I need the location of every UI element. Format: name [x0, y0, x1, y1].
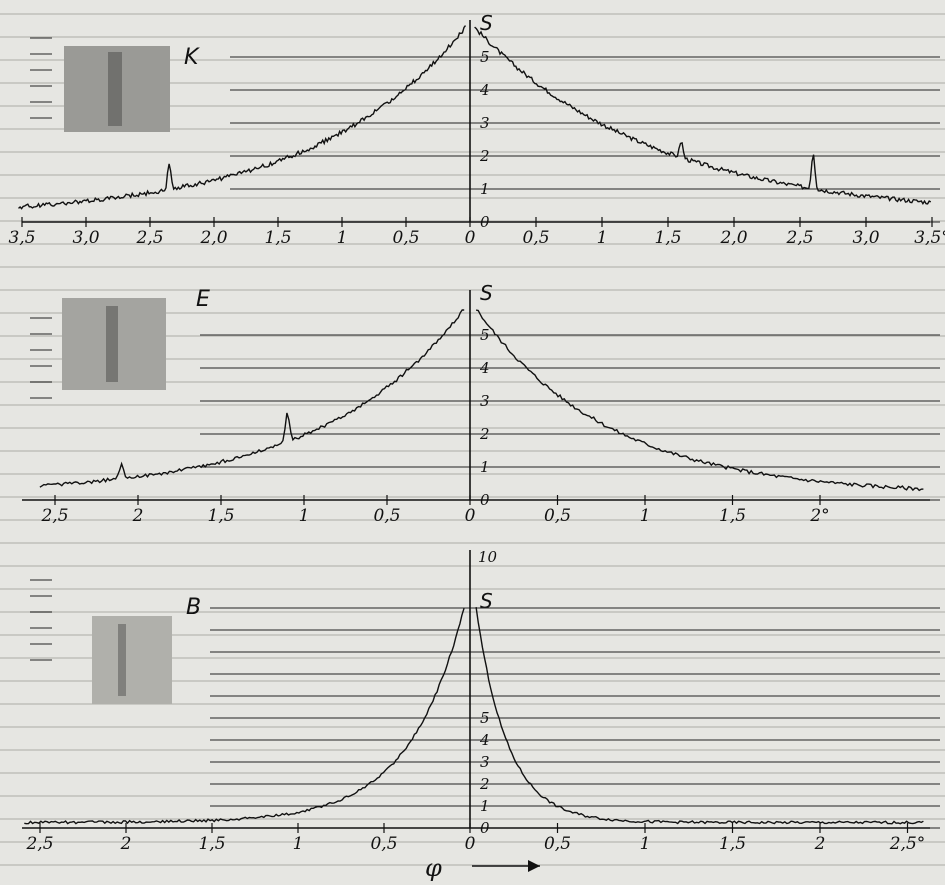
x-tick-label: 3,0	[852, 228, 879, 248]
x-tick-label: 2,0	[199, 228, 227, 248]
x-tick-label: 3,5	[8, 228, 35, 248]
y-tick-label: 1	[480, 180, 490, 198]
x-tick-label: 0,5	[392, 228, 419, 248]
y-tick-label: 5	[480, 326, 490, 344]
x-tick-label: 1,5	[198, 834, 225, 854]
panel-label-k: K	[184, 45, 200, 70]
x-tick-label: 3,5°	[914, 228, 945, 248]
x-tick-label: 1	[640, 506, 651, 526]
x-tick-label: 0,5	[544, 506, 571, 526]
diffraction-photo-b	[92, 616, 172, 704]
phi-arrow-head	[528, 860, 540, 872]
diffraction-streak-k	[108, 52, 122, 126]
x-tick-label: 2	[120, 834, 132, 854]
x-tick-label: 0	[465, 506, 476, 526]
x-tick-label: 2°	[809, 506, 829, 526]
x-ticks-k: 3,5 3,0 2,5 2,0 1,5 1 0,5 0 0,5 1 1,5 2,0 2,5 3,0 3,5°	[8, 217, 945, 248]
x-tick-label: 1	[597, 228, 608, 248]
y-tick-label: 2	[479, 147, 490, 165]
x-tick-label: 0,5	[522, 228, 549, 248]
y-top-label-b: 10	[478, 548, 498, 566]
curves-e	[39, 309, 924, 492]
x-ticks-e: 2,5 2 1,5 1 0,5 0 0,5 1 1,5 2°	[40, 495, 830, 526]
x-tick-label: 2	[814, 834, 826, 854]
intensity-curve-right	[475, 607, 924, 825]
x-tick-label: 1	[640, 834, 651, 854]
y-tick-label: 5	[480, 48, 490, 66]
y-tick-label: 2	[479, 775, 490, 793]
x-ticks-b: 2,5 2 1,5 1 0,5 0 0,5 1 1,5 2 2,5°	[25, 823, 925, 854]
intensity-curve-left	[24, 608, 465, 825]
x-tick-label: 1,5	[207, 506, 234, 526]
curves-b	[24, 607, 924, 825]
x-tick-label: 2,0	[719, 228, 747, 248]
panel-e: E S 0 1 2 3 4 5 2,5 2 1,5 1 0,5 0 0,5 1 1,5 2°	[22, 281, 940, 526]
x-tick-label: 1,5	[264, 228, 291, 248]
x-tick-label: 2,5	[135, 228, 163, 248]
diffraction-streak-e	[106, 306, 118, 382]
y-title-b: S	[480, 589, 493, 613]
x-tick-label: 1,5	[719, 834, 746, 854]
x-tick-label: 0,5	[373, 506, 400, 526]
diffraction-streak-b	[118, 624, 126, 696]
panel-label-b: B	[186, 595, 201, 620]
x-tick-label: 0,5	[370, 834, 397, 854]
panel-label-e: E	[196, 287, 210, 312]
x-tick-label: 2,5°	[889, 834, 926, 854]
y-tick-label: 5	[480, 709, 490, 727]
panel-k: K S 0 1 2 3 4 5 3,5 3,0 2,5 2,0 1,5 1 0,5 0 0,5 1 1,5 2,…	[8, 11, 945, 248]
x-tick-label: 0	[465, 834, 476, 854]
panel-b: B 10 S 0 1 2 3 4 5 2,5 2 1,5 1 0,5 0 0,5 1 1,5 2 2,5°	[22, 548, 940, 854]
x-tick-label: 0	[465, 228, 476, 248]
x-tick-label: 1	[293, 834, 304, 854]
x-tick-label: 0,5	[544, 834, 571, 854]
background-text-lines	[0, 13, 945, 866]
x-tick-label: 2,5	[40, 506, 68, 526]
x-tick-label: 1,5	[719, 506, 746, 526]
x-tick-label: 1,5	[654, 228, 681, 248]
y-tick-label: 4	[479, 359, 490, 377]
intensity-curve-left	[18, 25, 467, 210]
y-tick-label: 3	[480, 392, 490, 410]
x-tick-label: 1	[337, 228, 348, 248]
x-tick-label: 1	[299, 506, 310, 526]
y-title-k: S	[480, 11, 493, 35]
x-tick-label: 2,5	[25, 834, 53, 854]
intensity-curve-right	[474, 26, 932, 206]
x-tick-label: 2	[132, 506, 144, 526]
y-tick-label: 2	[479, 425, 490, 443]
curves-k	[18, 25, 932, 210]
y-title-e: S	[480, 281, 493, 305]
y-tick-label: 3	[480, 114, 490, 132]
y-tick-label: 4	[479, 731, 490, 749]
y-tick-label: 1	[480, 458, 490, 476]
y-tick-label: 1	[480, 797, 490, 815]
intensity-curve-left	[39, 309, 465, 488]
y-tick-label: 3	[480, 753, 490, 771]
x-tick-label: 2,5	[785, 228, 813, 248]
x-tick-label: 3,0	[72, 228, 99, 248]
y-tick-label: 4	[479, 81, 490, 99]
intensity-curve-right	[475, 309, 924, 492]
phi-label: φ	[425, 854, 442, 882]
